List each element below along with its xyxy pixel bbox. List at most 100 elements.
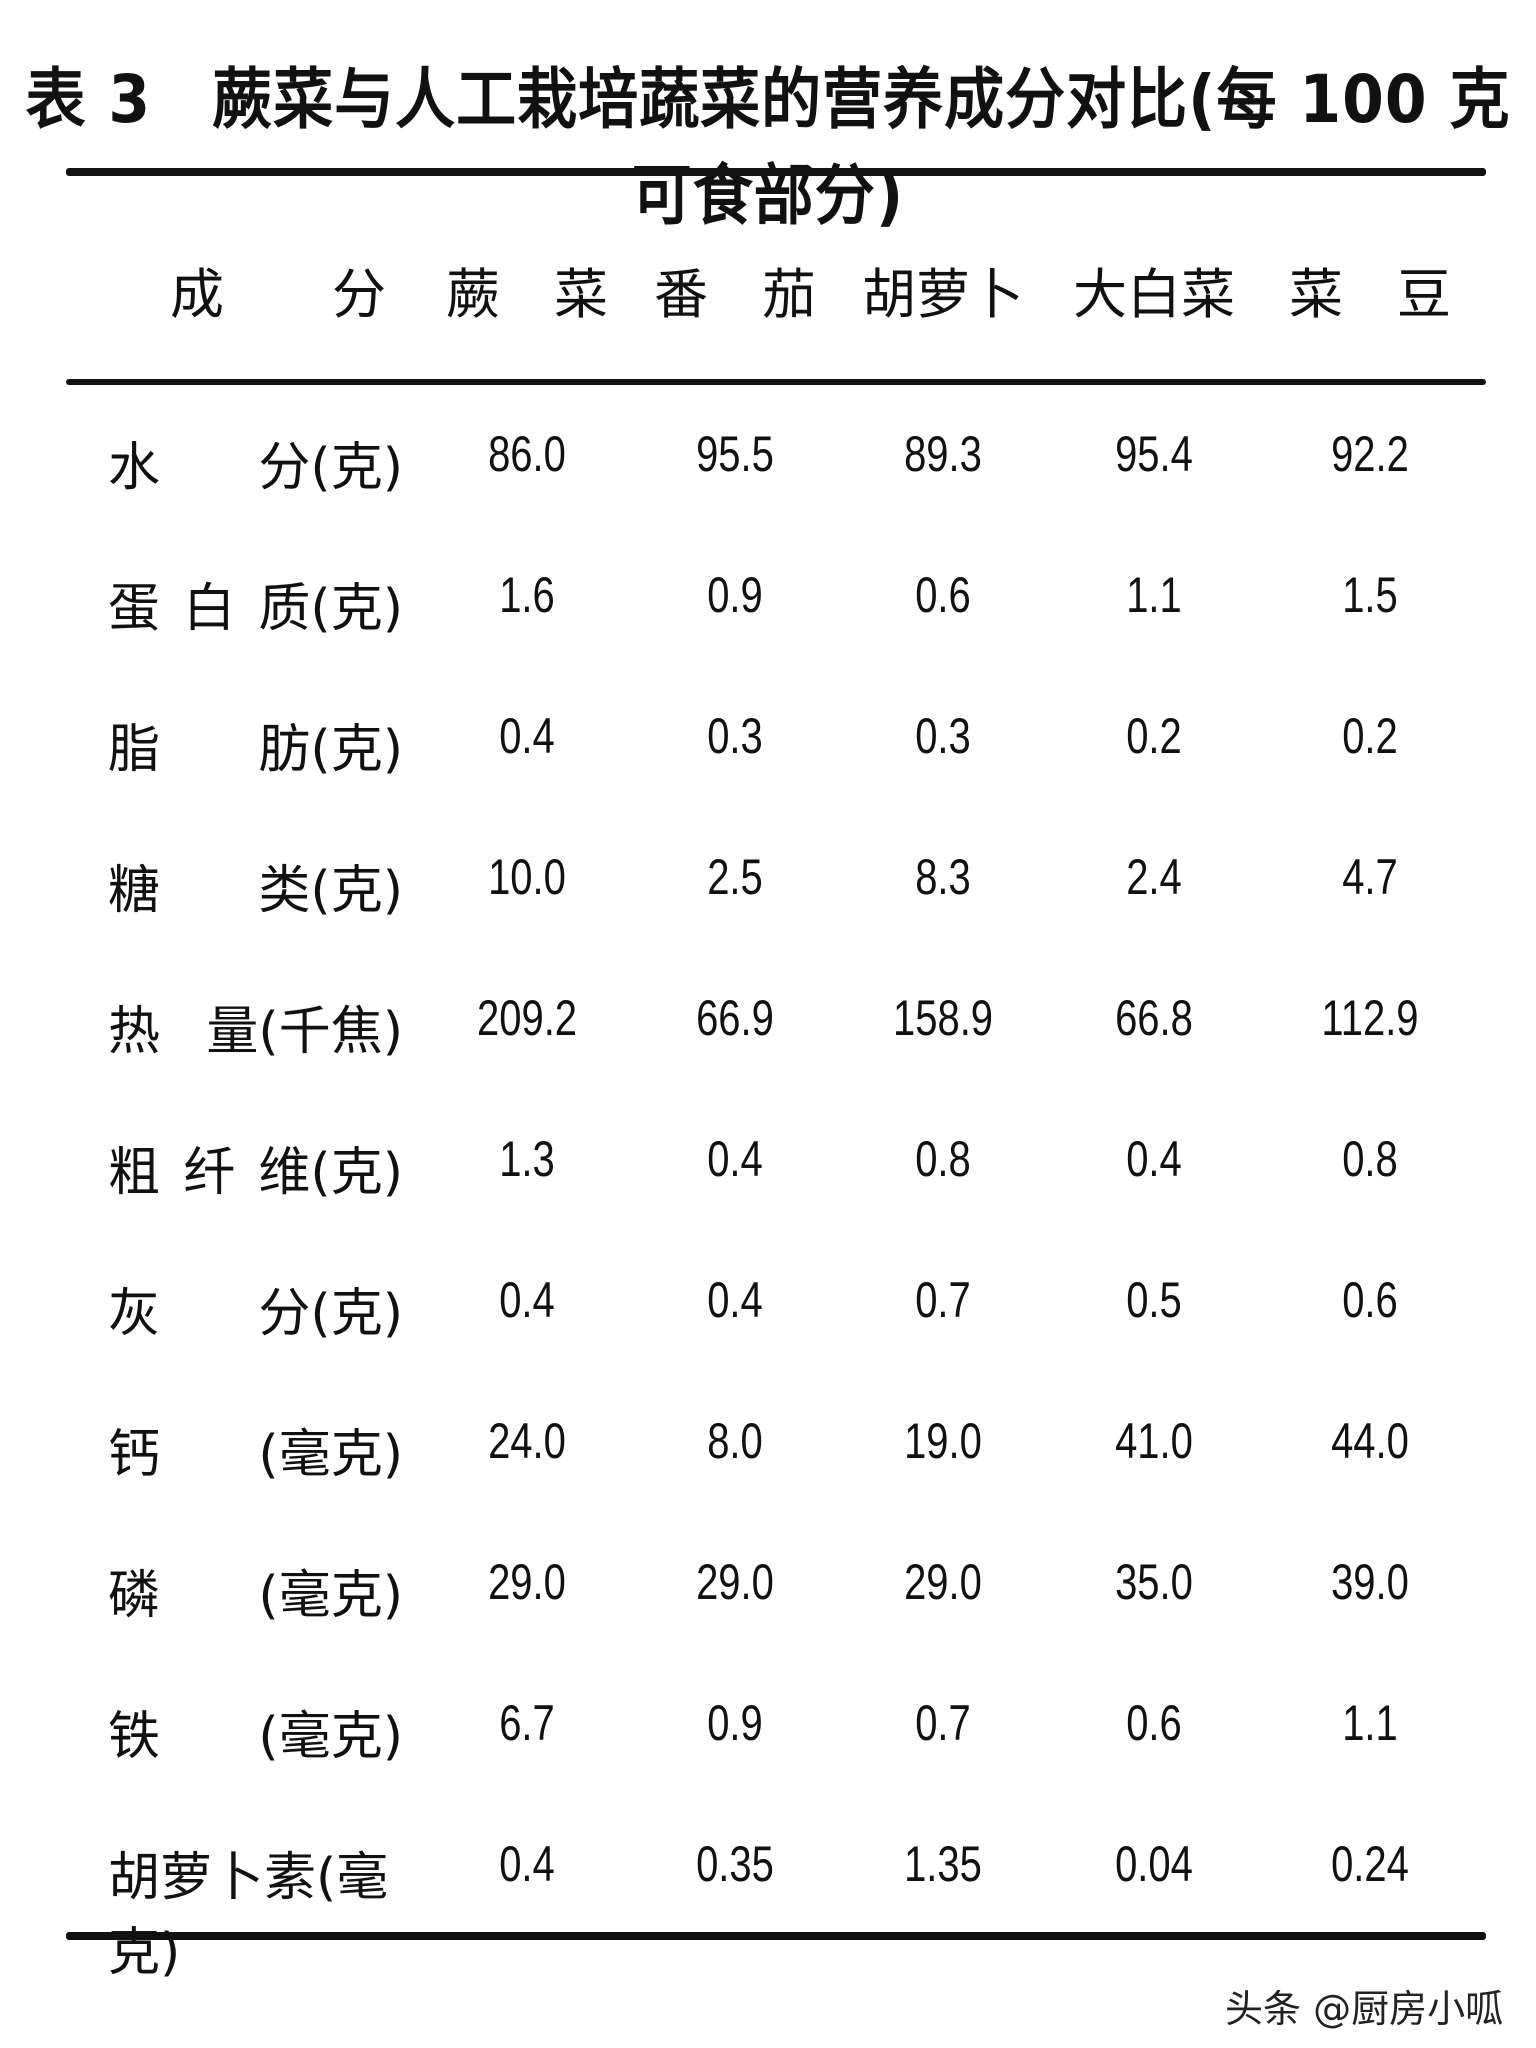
table-cell: 0.6 [1126, 1695, 1182, 1751]
table-cell: 66.8 [1115, 990, 1193, 1046]
table-cell: 41.0 [1115, 1413, 1193, 1469]
row-label-part: 灰 [108, 1284, 161, 1344]
watermark: 头条 @厨房小呱 [1225, 1987, 1504, 2031]
row-label: 脂 肪(克) [108, 707, 403, 782]
table-cell: 1.1 [1126, 567, 1182, 623]
row-label-part: (毫克) [258, 1707, 403, 1767]
table-cell: 35.0 [1115, 1554, 1193, 1610]
table-cell: 24.0 [488, 1413, 566, 1469]
table-cell: 0.2 [1342, 708, 1398, 764]
table-cell: 209.2 [476, 990, 578, 1046]
table-cell: 29.0 [488, 1554, 566, 1610]
top-rule [66, 168, 1486, 176]
table-row: 钙 (毫克) 24.0 8.0 19.0 41.0 44.0 [0, 1412, 1536, 1512]
table-row: 胡萝卜素(毫克) 0.4 0.35 1.35 0.04 0.24 [0, 1835, 1536, 1983]
row-label-part: 质(克) [258, 579, 403, 639]
table-cell: 29.0 [904, 1554, 982, 1610]
row-label: 灰 分(克) [108, 1271, 403, 1346]
table-cell: 0.7 [915, 1272, 971, 1328]
table-cell: 112.9 [1321, 990, 1419, 1046]
table-cell: 66.9 [696, 990, 774, 1046]
column-header: 胡萝卜 [862, 263, 1024, 326]
row-label-part: 蛋 [108, 579, 161, 639]
table-row: 铁 (毫克) 6.7 0.9 0.7 0.6 1.1 [0, 1694, 1536, 1794]
row-label-part: 分(克) [258, 438, 403, 498]
table-cell: 1.3 [499, 1131, 555, 1187]
table-cell: 39.0 [1331, 1554, 1409, 1610]
table-row: 蛋白质(克) 1.6 0.9 0.6 1.1 1.5 [0, 566, 1536, 666]
table-cell: 1.5 [1342, 567, 1398, 623]
row-label-part: 磷 [108, 1566, 161, 1626]
row-label: 水 分(克) [108, 425, 403, 500]
table-cell: 0.24 [1331, 1836, 1409, 1892]
row-label-part: 白 [183, 579, 236, 639]
table-cell: 2.5 [707, 849, 763, 905]
row-label: 铁 (毫克) [108, 1694, 403, 1769]
table-row: 糖 类(克) 10.0 2.5 8.3 2.4 4.7 [0, 848, 1536, 948]
row-label-part: 粗 [108, 1143, 161, 1203]
table-cell: 0.4 [499, 708, 555, 764]
row-label-part: 量(千焦) [206, 1002, 403, 1062]
row-label: 糖 类(克) [108, 848, 403, 923]
table-cell: 0.4 [499, 1836, 555, 1892]
row-label-part: 铁 [108, 1707, 161, 1767]
row-label-part: 脂 [108, 720, 161, 780]
row-label-part: (毫克) [258, 1566, 403, 1626]
row-label-part: 维(克) [258, 1143, 403, 1203]
table-cell: 95.5 [696, 426, 774, 482]
table-cell: 92.2 [1331, 426, 1409, 482]
table-cell: 0.4 [1126, 1131, 1182, 1187]
row-label-part: 分(克) [258, 1284, 403, 1344]
table-cell: 1.6 [499, 567, 555, 623]
table-cell: 1.35 [904, 1836, 982, 1892]
table-cell: 0.7 [915, 1695, 971, 1751]
row-label: 钙 (毫克) [108, 1412, 403, 1487]
table-cell: 95.4 [1115, 426, 1193, 482]
table-cell: 19.0 [904, 1413, 982, 1469]
row-label: 胡萝卜素(毫克) [108, 1835, 403, 1985]
table-cell: 29.0 [696, 1554, 774, 1610]
table-title: 表 3 蕨菜与人工栽培蔬菜的营养成分对比(每 100 克可食部分) [25, 61, 1511, 235]
column-header: 番 茄 [654, 263, 816, 326]
table-row: 水 分(克) 86.0 95.5 89.3 95.4 92.2 [0, 425, 1536, 525]
table-cell: 0.6 [915, 567, 971, 623]
table-cell: 0.04 [1115, 1836, 1193, 1892]
header-rule [66, 379, 1486, 385]
table-cell: 0.3 [915, 708, 971, 764]
table-row: 脂 肪(克) 0.4 0.3 0.3 0.2 0.2 [0, 707, 1536, 807]
row-label: 热量(千焦) [108, 989, 403, 1064]
table-cell: 0.2 [1126, 708, 1182, 764]
table-cell: 0.4 [707, 1131, 763, 1187]
table-cell: 0.3 [707, 708, 763, 764]
table-cell: 0.9 [707, 1695, 763, 1751]
table-cell: 4.7 [1342, 849, 1398, 905]
table-cell: 0.5 [1126, 1272, 1182, 1328]
row-label-part: 肪(克) [258, 720, 403, 780]
row-label-part: (毫克) [258, 1425, 403, 1485]
row-label-part: 纤 [183, 1143, 236, 1203]
row-label-part: 胡萝卜素(毫克) [108, 1848, 389, 1983]
table-cell: 0.9 [707, 567, 763, 623]
column-header: 菜 豆 [1289, 263, 1451, 326]
table-cell: 0.4 [707, 1272, 763, 1328]
table-cell: 0.8 [915, 1131, 971, 1187]
row-label-part: 钙 [108, 1425, 161, 1485]
table-cell: 10.0 [488, 849, 566, 905]
table-cell: 6.7 [499, 1695, 555, 1751]
table-row: 粗纤维(克) 1.3 0.4 0.8 0.4 0.8 [0, 1130, 1536, 1230]
table-cell: 1.1 [1342, 1695, 1398, 1751]
table-cell: 8.0 [707, 1413, 763, 1469]
table-cell: 0.35 [696, 1836, 774, 1892]
table-cell: 0.6 [1342, 1272, 1398, 1328]
row-label: 磷 (毫克) [108, 1553, 403, 1628]
table-cell: 158.9 [892, 990, 994, 1046]
row-label-part: 糖 [108, 861, 161, 921]
table-cell: 8.3 [915, 849, 971, 905]
table-row: 热量(千焦) 209.2 66.9 158.9 66.8 112.9 [0, 989, 1536, 1089]
column-header: 大白菜 [1073, 263, 1235, 326]
table-cell: 86.0 [488, 426, 566, 482]
column-header: 蕨 菜 [446, 263, 608, 326]
table-cell: 44.0 [1331, 1413, 1409, 1469]
table-row: 磷 (毫克) 29.0 29.0 29.0 35.0 39.0 [0, 1553, 1536, 1653]
table-cell: 2.4 [1126, 849, 1182, 905]
